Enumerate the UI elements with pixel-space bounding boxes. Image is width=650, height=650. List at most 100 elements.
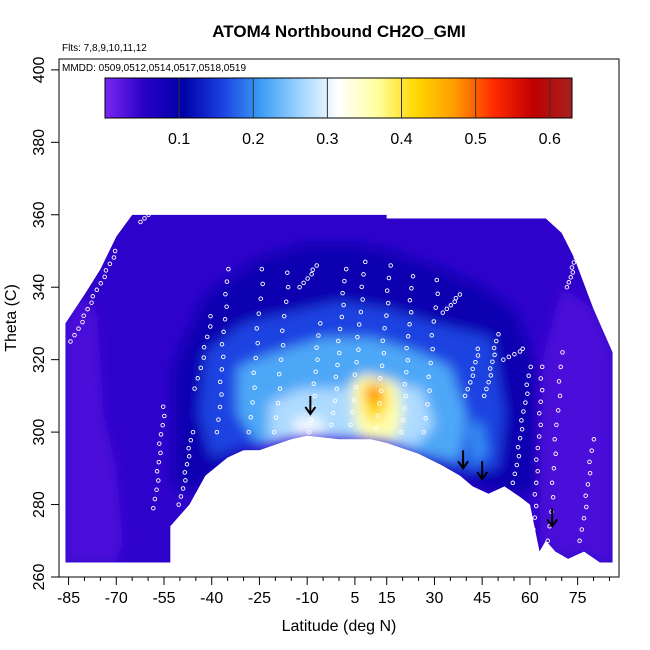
x-axis-label: Latitude (deg N) xyxy=(282,618,397,635)
obs-point xyxy=(353,384,359,390)
obs-point xyxy=(520,346,525,352)
obs-point xyxy=(377,401,382,406)
obs-point xyxy=(517,435,523,441)
obs-point xyxy=(107,261,113,267)
obs-point xyxy=(254,326,260,331)
obs-point xyxy=(186,445,191,451)
x-tick-label: -70 xyxy=(105,590,128,607)
obs-point xyxy=(355,334,360,340)
obs-point xyxy=(341,302,346,308)
obs-point xyxy=(444,306,450,312)
obs-point xyxy=(314,263,319,268)
obs-point xyxy=(219,392,224,397)
obs-point xyxy=(192,386,197,391)
obs-point xyxy=(85,306,90,312)
obs-point xyxy=(448,303,454,308)
obs-point xyxy=(512,351,517,357)
obs-point xyxy=(404,369,409,375)
colorbar: 0.1 0.2 0.3 0.4 0.5 0.6 xyxy=(104,77,573,148)
obs-point xyxy=(222,317,228,322)
obs-point xyxy=(348,422,353,428)
obs-point xyxy=(330,410,336,416)
obs-point xyxy=(550,495,556,500)
obs-point xyxy=(573,255,579,260)
obs-point xyxy=(486,379,491,385)
obs-point xyxy=(217,404,223,410)
obs-point xyxy=(253,355,258,361)
obs-point xyxy=(297,284,302,290)
obs-point xyxy=(410,274,416,279)
obs-point xyxy=(491,345,497,351)
obs-point xyxy=(564,284,570,290)
obs-point xyxy=(487,366,493,371)
obs-point xyxy=(246,429,251,435)
obs-point xyxy=(510,480,516,486)
obs-point xyxy=(138,219,143,225)
obs-point xyxy=(566,280,572,285)
obs-point xyxy=(111,255,117,260)
obs-point xyxy=(384,313,389,318)
chart-title: ATOM4 Northbound CH2O_GMI xyxy=(212,22,465,41)
obs-point xyxy=(214,429,220,435)
obs-point xyxy=(224,279,230,284)
obs-point xyxy=(154,469,160,474)
arrow-head xyxy=(546,518,558,529)
colorbar-tick-label: 0.2 xyxy=(242,131,264,148)
obs-point xyxy=(516,453,522,459)
obs-point xyxy=(462,393,468,399)
obs-point xyxy=(301,280,306,286)
obs-point xyxy=(224,304,229,309)
obs-point xyxy=(529,538,535,544)
obs-point xyxy=(429,333,435,338)
obs-point xyxy=(465,386,470,392)
obs-point xyxy=(221,329,226,335)
obs-point xyxy=(568,275,574,280)
y-axis: 260 280 300 320 340 360 380 400 xyxy=(31,56,59,590)
obs-point xyxy=(403,393,409,399)
y-tick-label: 260 xyxy=(31,564,48,591)
arrow-marker xyxy=(546,508,558,529)
obs-point xyxy=(180,486,186,491)
obs-point xyxy=(453,295,459,301)
obs-point xyxy=(219,342,225,347)
obs-point xyxy=(361,272,366,277)
obs-point xyxy=(440,310,446,315)
obs-point xyxy=(81,313,86,318)
obs-point xyxy=(475,346,481,352)
obs-point xyxy=(343,266,349,272)
obs-point xyxy=(545,538,551,544)
x-tick-label: 5 xyxy=(350,590,359,607)
obs-point xyxy=(407,322,412,327)
obs-point xyxy=(538,376,544,381)
obs-point xyxy=(315,357,320,362)
obs-point xyxy=(381,350,387,356)
obs-point xyxy=(350,410,355,415)
obs-point xyxy=(533,503,539,509)
obs-point xyxy=(475,353,481,358)
obs-point xyxy=(217,379,223,385)
x-tick-label: -85 xyxy=(57,590,80,607)
obs-point xyxy=(555,408,561,413)
obs-point xyxy=(539,364,545,370)
obs-point xyxy=(560,350,565,355)
obs-point xyxy=(579,527,585,532)
obs-point xyxy=(405,334,411,339)
obs-point xyxy=(273,415,279,420)
obs-point xyxy=(68,339,73,344)
obs-point xyxy=(553,451,558,457)
obs-point xyxy=(183,478,188,483)
obs-point xyxy=(313,369,318,374)
obs-point xyxy=(549,480,555,486)
obs-point xyxy=(208,324,213,329)
obs-point xyxy=(359,284,364,290)
obs-point xyxy=(506,354,512,360)
obs-point xyxy=(528,364,533,370)
obs-point xyxy=(76,326,81,331)
obs-point xyxy=(405,357,411,363)
obs-point xyxy=(351,397,357,403)
obs-point xyxy=(551,466,557,471)
obs-point xyxy=(569,265,575,270)
obs-point xyxy=(190,429,196,435)
obs-point xyxy=(208,313,213,319)
obs-point xyxy=(557,393,563,399)
